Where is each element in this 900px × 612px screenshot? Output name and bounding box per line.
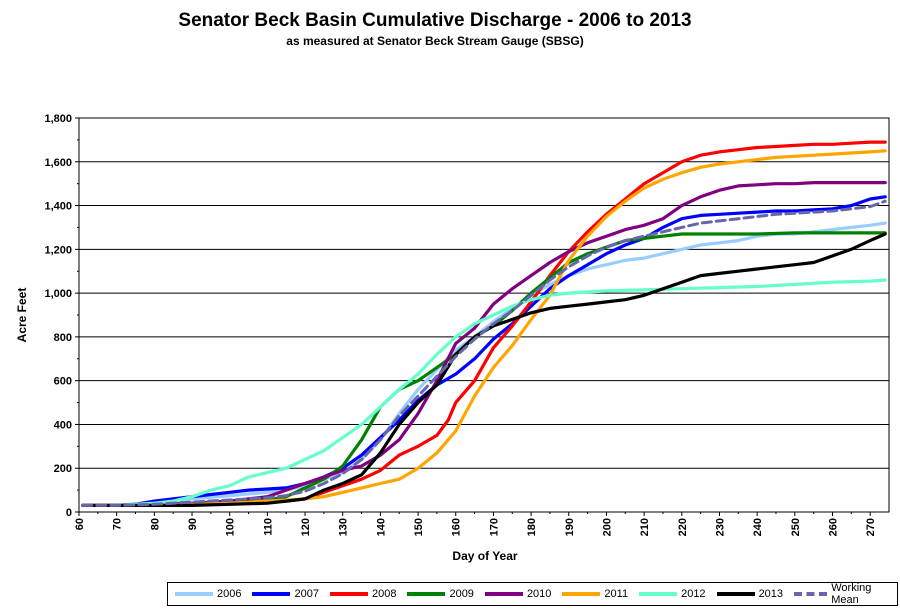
y-tick-label: 1,000 (44, 288, 72, 300)
series-line-2008 (81, 140, 887, 507)
y-tick-label: 800 (54, 332, 72, 344)
y-tick-label: 1,400 (44, 201, 72, 213)
x-tick-label: 160 (451, 518, 463, 536)
x-tick-label: 210 (639, 518, 651, 536)
x-tick-label: 90 (187, 518, 199, 530)
x-tick-label: 270 (865, 518, 877, 536)
x-tick-label: 150 (413, 518, 425, 536)
x-tick-label: 180 (526, 518, 538, 536)
y-tick-label: 0 (66, 507, 72, 519)
legend-swatch (175, 592, 213, 596)
y-tick-label: 600 (54, 376, 72, 388)
x-tick-label: 120 (300, 518, 312, 536)
axes: 0 200 400 600 800 1,000 1,200 1,400 1,600 1,800 60… (44, 113, 890, 536)
legend-swatch (407, 592, 446, 596)
legend-label: 2006 (217, 588, 242, 600)
plot-area (78, 117, 890, 513)
chart-title: Senator Beck Basin Cumulative Discharge … (178, 10, 692, 31)
y-tick-label: 1,600 (44, 157, 72, 169)
legend-item: 2009 (407, 588, 474, 600)
x-tick-label: 220 (677, 518, 689, 536)
legend-item: 2011 (562, 588, 628, 600)
series-line-2007 (81, 195, 887, 507)
x-tick-label: 140 (375, 518, 387, 536)
legend-item: 2013 (716, 588, 784, 600)
y-axis-label: Acre Feet (15, 288, 29, 343)
series-line-2012 (81, 278, 887, 507)
line-chart: 0 200 400 600 800 1,000 1,200 1,400 1,600 1,800 60… (15, 113, 890, 563)
legend-label: 2008 (371, 588, 397, 600)
series-layer (81, 140, 887, 507)
y-tick-label: 1,800 (44, 113, 72, 125)
x-tick-label: 200 (601, 518, 613, 536)
legend-item: 2010 (484, 588, 552, 600)
x-tick-label: 260 (827, 518, 839, 536)
x-tick-label: 130 (338, 518, 350, 536)
x-axis-label: Day of Year (452, 549, 517, 563)
y-tick-label: 200 (54, 463, 72, 475)
legend-label: Working Mean (831, 582, 872, 606)
x-tick-label: 230 (714, 518, 726, 536)
x-tick-label: 80 (149, 518, 161, 530)
legend-label: 2009 (449, 588, 474, 600)
x-tick-label: 240 (752, 518, 764, 536)
legend-swatch (329, 592, 368, 596)
series-line-2009 (81, 231, 887, 507)
legend-item: 2007 (252, 588, 319, 600)
series-line-2010 (81, 181, 887, 507)
x-tick-label: 250 (790, 518, 802, 536)
legend-item: 2012 (639, 588, 706, 600)
legend-swatch (562, 592, 601, 596)
legend-item: 2008 (329, 588, 397, 600)
legend-swatch (716, 592, 755, 596)
legend-item: Working Mean (794, 582, 893, 606)
y-tick-label: 1,200 (44, 244, 72, 256)
legend-label: 2013 (758, 588, 784, 600)
legend-label: 2010 (526, 588, 552, 600)
legend-swatch (639, 592, 678, 596)
legend-swatch (252, 592, 291, 596)
gridlines (79, 117, 889, 469)
y-tick-label: 400 (54, 419, 72, 431)
legend-swatch (484, 592, 523, 596)
x-tick-label: 60 (74, 518, 86, 530)
series-line-working-mean (81, 199, 887, 507)
x-tick-label: 190 (564, 518, 576, 536)
x-tick-label: 170 (488, 518, 500, 536)
legend-item: 2006 (175, 588, 241, 600)
legend-label: 2011 (604, 588, 629, 600)
x-tick-label: 100 (225, 518, 237, 536)
chart-subtitle: as measured at Senator Beck Stream Gauge… (286, 34, 584, 48)
legend-label: 2007 (294, 588, 319, 600)
series-line-2013 (81, 232, 887, 507)
legend-label: 2012 (681, 588, 706, 600)
chart-legend: 2006 2007 2008 2009 2010 2011 2012 2013 Working … (167, 582, 898, 606)
x-tick-label: 110 (262, 518, 274, 536)
x-tick-label: 70 (112, 518, 124, 530)
legend-swatch (794, 592, 828, 596)
